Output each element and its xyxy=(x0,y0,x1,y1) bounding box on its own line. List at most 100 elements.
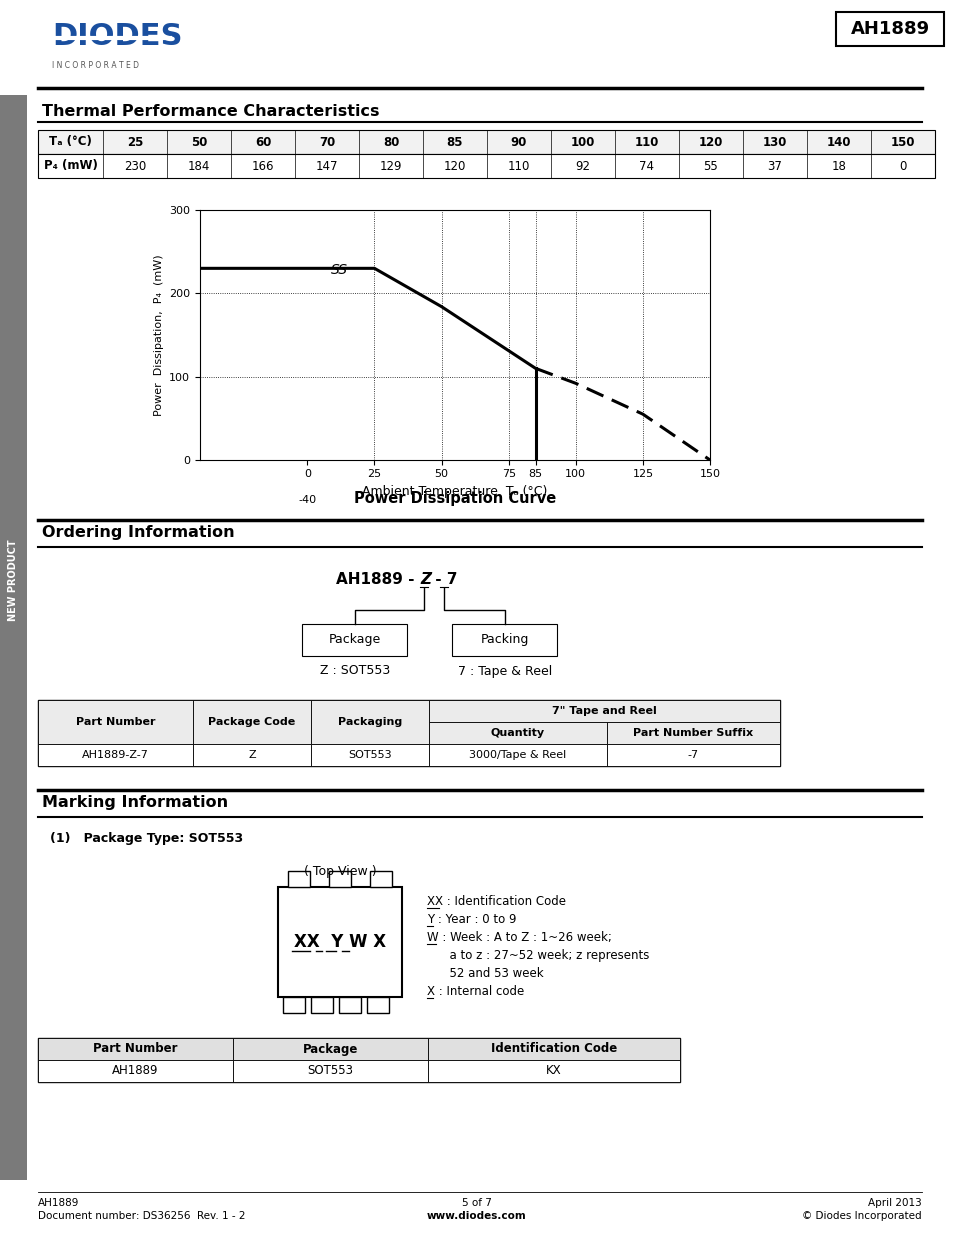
Text: DIODES: DIODES xyxy=(52,22,182,51)
Text: 74: 74 xyxy=(639,159,654,173)
Text: NEW PRODUCT: NEW PRODUCT xyxy=(9,540,18,621)
Text: 130: 130 xyxy=(762,136,786,148)
Text: AH1889-Z-7: AH1889-Z-7 xyxy=(82,750,149,760)
Text: Packaging: Packaging xyxy=(337,718,402,727)
Text: 92: 92 xyxy=(575,159,590,173)
Text: Z: Z xyxy=(248,750,255,760)
Text: Package: Package xyxy=(302,1042,357,1056)
Bar xyxy=(452,624,557,656)
Text: Thermal Performance Characteristics: Thermal Performance Characteristics xyxy=(42,104,379,119)
Text: AH1889: AH1889 xyxy=(112,1065,158,1077)
Text: Part Number: Part Number xyxy=(75,718,155,727)
Text: AH1889: AH1889 xyxy=(38,1198,79,1208)
Bar xyxy=(428,1037,679,1060)
Text: XX : Identification Code: XX : Identification Code xyxy=(427,895,565,908)
Text: www.diodes.com: www.diodes.com xyxy=(427,1212,526,1221)
Text: Marking Information: Marking Information xyxy=(42,795,228,810)
Text: Identification Code: Identification Code xyxy=(491,1042,617,1056)
Text: XX  Y W X: XX Y W X xyxy=(294,932,386,951)
Text: ( Top View ): ( Top View ) xyxy=(303,864,375,878)
Bar xyxy=(338,997,360,1013)
Text: 80: 80 xyxy=(382,136,398,148)
Text: 0: 0 xyxy=(899,159,905,173)
Bar xyxy=(311,700,429,743)
Text: Package Code: Package Code xyxy=(208,718,295,727)
Text: -7: -7 xyxy=(687,750,699,760)
Bar xyxy=(38,700,780,766)
Text: 129: 129 xyxy=(379,159,402,173)
Text: 25: 25 xyxy=(127,136,143,148)
Text: 37: 37 xyxy=(767,159,781,173)
Bar xyxy=(606,743,780,766)
Bar xyxy=(429,743,606,766)
Text: 60: 60 xyxy=(254,136,271,148)
Bar xyxy=(429,722,606,743)
Text: a to z : 27~52 week; z represents: a to z : 27~52 week; z represents xyxy=(427,948,649,962)
Text: 7" Tape and Reel: 7" Tape and Reel xyxy=(552,706,657,716)
Bar xyxy=(606,722,780,743)
Text: Document number: DS36256  Rev. 1 - 2: Document number: DS36256 Rev. 1 - 2 xyxy=(38,1212,245,1221)
Text: 120: 120 xyxy=(443,159,466,173)
X-axis label: Ambient Temperature  Tₐ (°C): Ambient Temperature Tₐ (°C) xyxy=(362,484,547,498)
Text: 150: 150 xyxy=(890,136,914,148)
Text: 85: 85 xyxy=(446,136,463,148)
Text: SOT553: SOT553 xyxy=(307,1065,354,1077)
Text: 18: 18 xyxy=(831,159,845,173)
Text: 110: 110 xyxy=(507,159,530,173)
Text: Part Number: Part Number xyxy=(93,1042,177,1056)
Text: 3000/Tape & Reel: 3000/Tape & Reel xyxy=(469,750,566,760)
Text: SOT553: SOT553 xyxy=(348,750,392,760)
Bar xyxy=(835,12,943,46)
Text: 110: 110 xyxy=(634,136,659,148)
Text: 50: 50 xyxy=(191,136,207,148)
Bar xyxy=(329,871,351,887)
Text: Tₐ (°C): Tₐ (°C) xyxy=(49,136,91,148)
Text: 7 : Tape & Reel: 7 : Tape & Reel xyxy=(457,664,552,678)
Text: 140: 140 xyxy=(826,136,850,148)
Bar xyxy=(0,95,27,1179)
Text: (1)   Package Type: SOT553: (1) Package Type: SOT553 xyxy=(50,832,243,845)
Bar xyxy=(193,743,311,766)
Text: 100: 100 xyxy=(570,136,595,148)
Text: Package: Package xyxy=(329,634,381,646)
Bar xyxy=(38,700,193,743)
Bar xyxy=(38,154,934,178)
Text: 184: 184 xyxy=(188,159,210,173)
Text: © Diodes Incorporated: © Diodes Incorporated xyxy=(801,1212,921,1221)
Bar xyxy=(277,887,401,997)
Text: 120: 120 xyxy=(699,136,722,148)
Text: 52 and 53 week: 52 and 53 week xyxy=(427,967,543,981)
Y-axis label: Power  Dissipation,  P₄  (mW): Power Dissipation, P₄ (mW) xyxy=(153,254,163,416)
Bar xyxy=(193,700,311,743)
Bar xyxy=(429,700,780,722)
Text: Y : Year : 0 to 9: Y : Year : 0 to 9 xyxy=(427,913,516,926)
Text: 147: 147 xyxy=(315,159,338,173)
Text: W : Week : A to Z : 1~26 week;: W : Week : A to Z : 1~26 week; xyxy=(427,931,611,944)
Text: P₄ (mW): P₄ (mW) xyxy=(44,159,97,173)
Bar xyxy=(311,997,333,1013)
Bar xyxy=(38,1060,233,1082)
Text: AH1889 -: AH1889 - xyxy=(335,573,419,588)
Text: Z : SOT553: Z : SOT553 xyxy=(319,664,390,678)
Text: AH1889: AH1889 xyxy=(849,20,928,38)
Text: X : Internal code: X : Internal code xyxy=(427,986,524,998)
Bar xyxy=(311,743,429,766)
Text: Ordering Information: Ordering Information xyxy=(42,525,234,540)
Text: Z: Z xyxy=(419,573,431,588)
Text: - 7: - 7 xyxy=(430,573,457,588)
Text: -40: -40 xyxy=(298,495,316,505)
Bar xyxy=(233,1037,428,1060)
Bar xyxy=(38,1037,233,1060)
Text: 55: 55 xyxy=(703,159,718,173)
Bar xyxy=(38,1037,679,1082)
Text: April 2013: April 2013 xyxy=(867,1198,921,1208)
Bar xyxy=(302,624,407,656)
Bar xyxy=(370,871,392,887)
Text: SS: SS xyxy=(331,263,348,277)
Text: 70: 70 xyxy=(318,136,335,148)
Bar xyxy=(38,743,193,766)
Text: Part Number Suffix: Part Number Suffix xyxy=(633,727,753,739)
Text: Packing: Packing xyxy=(480,634,529,646)
Bar xyxy=(38,130,934,154)
Text: 166: 166 xyxy=(252,159,274,173)
